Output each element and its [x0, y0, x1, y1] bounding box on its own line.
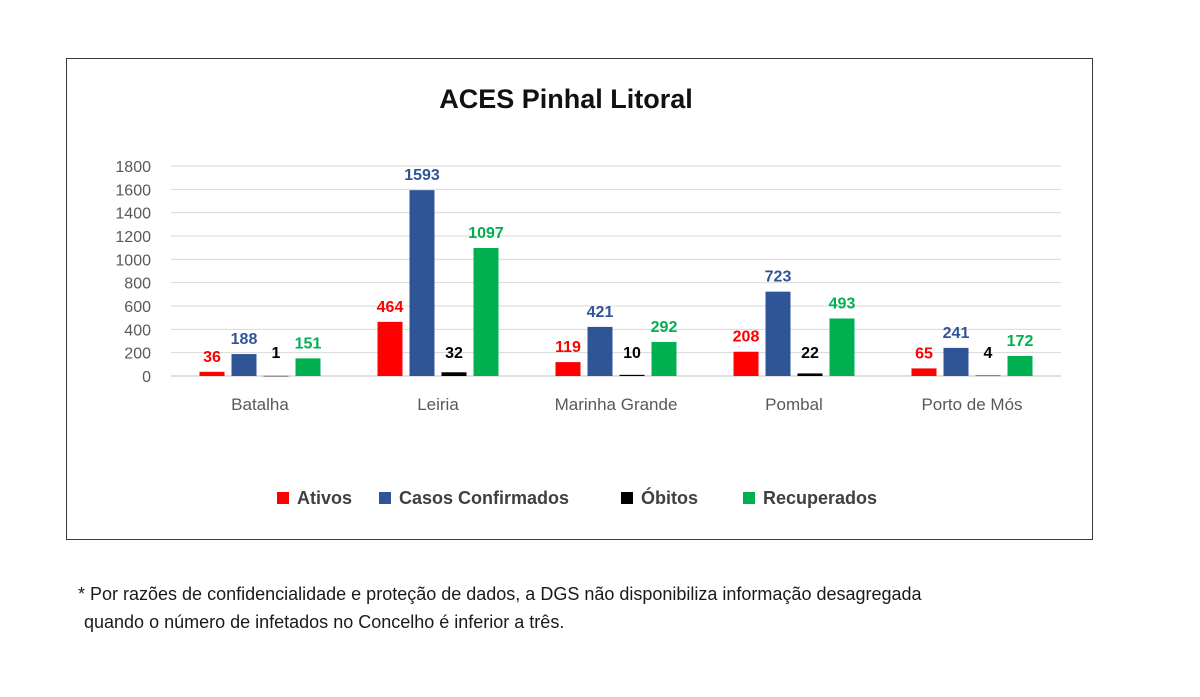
data-label: 10: [623, 345, 641, 362]
y-tick-label: 1600: [115, 182, 151, 199]
bar: [473, 248, 499, 376]
legend-swatch: [277, 492, 289, 504]
footnote-line-1: * Por razões de confidencialidade e prot…: [78, 584, 922, 604]
bar: [975, 375, 1001, 377]
y-tick-label: 1200: [115, 229, 151, 246]
bar: [263, 375, 289, 377]
y-tick-label: 600: [124, 299, 151, 316]
y-tick-label: 800: [124, 276, 151, 293]
data-label: 32: [445, 345, 463, 362]
bar: [295, 358, 321, 376]
bar: [1007, 355, 1033, 376]
bar: [409, 190, 435, 376]
legend-label: Ativos: [297, 488, 352, 508]
data-label: 151: [295, 335, 322, 352]
legend-swatch: [379, 492, 391, 504]
bar: [829, 318, 855, 376]
footnote: * Por razões de confidencialidade e prot…: [78, 580, 1138, 636]
legend-label: Recuperados: [763, 488, 877, 508]
bar: [797, 373, 823, 376]
data-label: 464: [377, 299, 404, 316]
y-tick-label: 1400: [115, 206, 151, 223]
x-category-label: Leiria: [417, 395, 459, 414]
x-category-label: Porto de Mós: [921, 395, 1022, 414]
legend-label: Casos Confirmados: [399, 488, 569, 508]
bar: [587, 326, 613, 376]
bar: [619, 374, 645, 376]
bar: [943, 347, 969, 376]
x-category-label: Marinha Grande: [555, 395, 678, 414]
footnote-line-2: quando o número de infetados no Concelho…: [84, 612, 565, 632]
bar: [733, 351, 759, 376]
data-label: 119: [555, 339, 581, 356]
bar: [441, 372, 467, 376]
chart-container: ACES Pinhal Litoral 0 200 400 600 800 1000 1200…: [66, 58, 1093, 540]
bar-chart: ACES Pinhal Litoral 0 200 400 600 800 1000 1200…: [115, 84, 1061, 508]
data-label: 172: [1007, 333, 1034, 350]
legend-label: Óbitos: [641, 487, 698, 508]
data-label: 241: [943, 325, 970, 342]
legend-swatch: [621, 492, 633, 504]
bar: [377, 321, 403, 376]
data-label: 65: [915, 345, 933, 362]
y-tick-label: 400: [124, 322, 151, 339]
data-label: 22: [801, 345, 819, 362]
bar: [231, 354, 257, 376]
y-tick-label: 0: [142, 369, 151, 386]
bar: [651, 341, 677, 376]
y-tick-label: 1000: [115, 252, 151, 269]
data-label: 1593: [404, 167, 440, 184]
chart-title: ACES Pinhal Litoral: [439, 84, 693, 114]
data-label: 292: [651, 319, 678, 336]
data-label: 208: [733, 329, 760, 346]
x-category-label: Batalha: [231, 395, 289, 414]
x-category-label: Pombal: [765, 395, 823, 414]
data-label: 4: [984, 345, 993, 362]
y-tick-label: 1800: [115, 159, 151, 176]
bar: [765, 291, 791, 376]
bar: [555, 362, 581, 376]
bar: [911, 368, 937, 376]
data-label: 723: [765, 269, 792, 286]
legend-swatch: [743, 492, 755, 504]
data-label: 493: [829, 295, 856, 312]
data-label: 1: [272, 345, 281, 362]
data-label: 1097: [468, 225, 504, 242]
y-tick-label: 200: [124, 346, 151, 363]
data-label: 188: [231, 331, 258, 348]
data-label: 421: [587, 304, 614, 321]
bar: [199, 371, 225, 376]
data-label: 36: [203, 349, 221, 366]
